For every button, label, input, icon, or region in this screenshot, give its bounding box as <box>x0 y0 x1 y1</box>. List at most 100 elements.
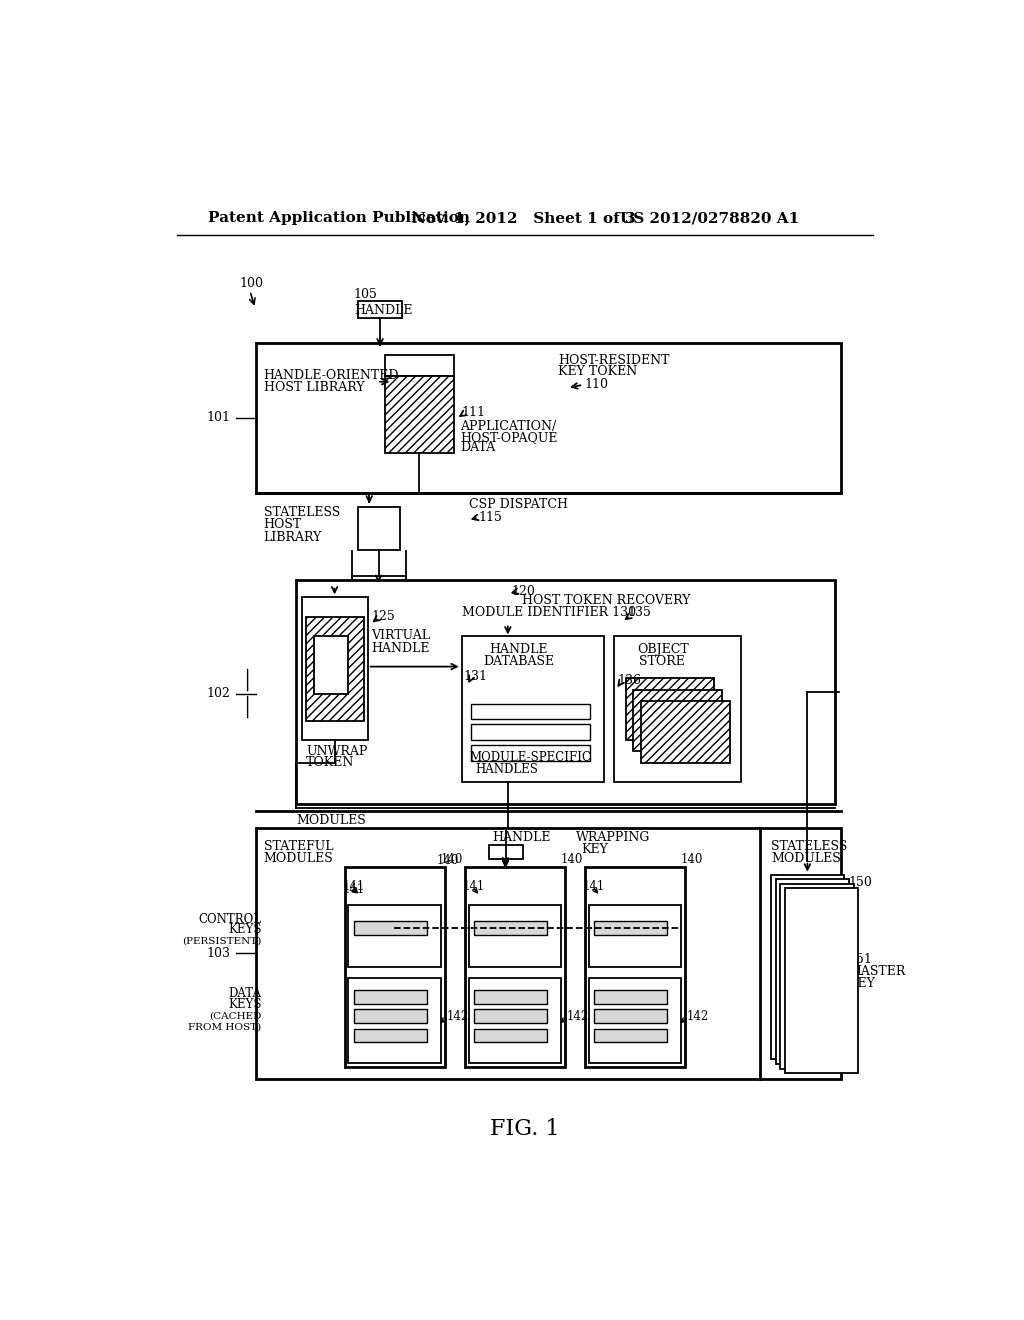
Text: HANDLE: HANDLE <box>372 642 430 655</box>
Text: WRAPPING: WRAPPING <box>575 832 650 843</box>
Bar <box>780 884 854 1069</box>
Text: 140: 140 <box>561 853 584 866</box>
Bar <box>626 678 714 739</box>
Bar <box>469 906 561 966</box>
Text: 141: 141 <box>463 880 484 894</box>
Bar <box>306 616 364 721</box>
Bar <box>589 906 681 966</box>
Text: Nov. 1, 2012   Sheet 1 of 3: Nov. 1, 2012 Sheet 1 of 3 <box>412 211 635 226</box>
Bar <box>354 990 427 1003</box>
Text: HANDLES: HANDLES <box>475 763 539 776</box>
Text: MODULE IDENTIFIER 130: MODULE IDENTIFIER 130 <box>462 606 636 619</box>
Text: 141: 141 <box>583 880 605 894</box>
Text: STORE: STORE <box>639 655 685 668</box>
Bar <box>462 636 604 781</box>
Text: MODULES: MODULES <box>771 851 841 865</box>
Text: MASTER: MASTER <box>848 965 905 978</box>
Bar <box>641 701 730 763</box>
Text: HOST LIBRARY: HOST LIBRARY <box>264 381 365 395</box>
Text: (PERSISTENT): (PERSISTENT) <box>182 936 261 945</box>
Bar <box>302 597 368 739</box>
Text: HOST TOKEN RECOVERY: HOST TOKEN RECOVERY <box>521 594 690 607</box>
Bar <box>354 921 427 935</box>
Bar <box>777 932 836 949</box>
Text: 100: 100 <box>240 277 264 289</box>
Bar <box>589 978 681 1063</box>
Text: 142: 142 <box>566 1010 589 1023</box>
Bar <box>313 636 348 693</box>
Text: STATELESS: STATELESS <box>771 841 848 853</box>
Text: 102: 102 <box>207 686 230 700</box>
Bar <box>471 704 590 719</box>
Text: HOST: HOST <box>264 519 302 532</box>
Text: 140: 140 <box>437 854 460 867</box>
Text: MODULES: MODULES <box>264 851 334 865</box>
Text: KEY TOKEN: KEY TOKEN <box>558 366 637 379</box>
Bar <box>594 1010 668 1023</box>
Text: CSP DISPATCH: CSP DISPATCH <box>469 499 568 511</box>
Bar <box>469 978 561 1063</box>
Bar <box>357 301 402 318</box>
Text: 135: 135 <box>628 606 651 619</box>
Text: FROM HOST): FROM HOST) <box>188 1023 261 1031</box>
Bar <box>474 1028 547 1043</box>
Bar <box>634 689 722 751</box>
Text: (CACHED: (CACHED <box>209 1011 261 1020</box>
Text: 142: 142 <box>686 1010 709 1023</box>
Bar <box>771 874 845 1059</box>
Text: MODULES: MODULES <box>296 814 366 828</box>
Text: APPLICATION/: APPLICATION/ <box>460 420 556 433</box>
Text: KEYS: KEYS <box>228 998 261 1011</box>
Text: FIG. 1: FIG. 1 <box>490 1118 559 1139</box>
Text: Patent Application Publication: Patent Application Publication <box>208 211 470 226</box>
Text: HANDLE: HANDLE <box>489 643 548 656</box>
Text: STATELESS: STATELESS <box>264 506 340 519</box>
Text: UNWRAP: UNWRAP <box>306 744 368 758</box>
Text: DATABASE: DATABASE <box>483 655 554 668</box>
Text: 103: 103 <box>207 946 230 960</box>
Text: DATA: DATA <box>228 987 261 1001</box>
Bar <box>256 829 842 1078</box>
Text: 136: 136 <box>617 675 641 686</box>
Text: KEYS: KEYS <box>228 924 261 936</box>
Text: KEY: KEY <box>582 842 608 855</box>
Text: 151: 151 <box>848 953 872 966</box>
Text: STATEFUL: STATEFUL <box>264 841 333 853</box>
Text: CONTROL: CONTROL <box>199 912 261 925</box>
Bar <box>385 355 454 376</box>
Text: 142: 142 <box>446 1010 469 1023</box>
Text: 131: 131 <box>463 671 487 684</box>
Bar <box>776 879 849 1064</box>
Bar <box>354 1028 427 1043</box>
Bar <box>488 845 523 859</box>
Bar <box>256 343 842 494</box>
Text: 101: 101 <box>207 412 230 425</box>
Text: US 2012/0278820 A1: US 2012/0278820 A1 <box>620 211 799 226</box>
Text: 111: 111 <box>462 407 485 418</box>
Bar <box>474 1010 547 1023</box>
Text: HANDLE-ORIENTED: HANDLE-ORIENTED <box>264 370 399 381</box>
Bar <box>594 990 668 1003</box>
Text: KEY: KEY <box>848 977 876 990</box>
Text: HANDLE: HANDLE <box>493 832 551 843</box>
Bar <box>594 1028 668 1043</box>
Text: 141: 141 <box>342 880 365 894</box>
Bar <box>465 867 565 1067</box>
Text: HOST-OPAQUE: HOST-OPAQUE <box>460 430 558 444</box>
Text: 141: 141 <box>343 883 366 896</box>
Text: 140: 140 <box>681 853 703 866</box>
Text: MODULE-SPECIFIC: MODULE-SPECIFIC <box>469 751 592 764</box>
Text: HANDLE: HANDLE <box>354 304 413 317</box>
Text: 125: 125 <box>372 610 395 623</box>
Bar <box>474 921 547 935</box>
Bar <box>594 921 668 935</box>
Text: OBJECT: OBJECT <box>637 643 689 656</box>
Text: 105: 105 <box>354 288 378 301</box>
Bar <box>785 888 858 1073</box>
Bar <box>296 581 836 804</box>
Text: 110: 110 <box>585 379 609 391</box>
Text: HOST-RESIDENT: HOST-RESIDENT <box>558 354 670 367</box>
Text: 150: 150 <box>848 875 872 888</box>
Bar <box>474 990 547 1003</box>
Text: VIRTUAL: VIRTUAL <box>372 630 430 643</box>
